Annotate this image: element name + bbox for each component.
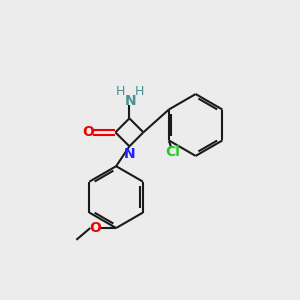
Text: N: N [124, 147, 135, 161]
Text: O: O [89, 221, 101, 235]
Text: H: H [116, 85, 125, 98]
Text: N: N [124, 94, 136, 108]
Text: Cl: Cl [165, 145, 180, 159]
Text: H: H [135, 85, 144, 98]
Text: O: O [82, 125, 94, 139]
